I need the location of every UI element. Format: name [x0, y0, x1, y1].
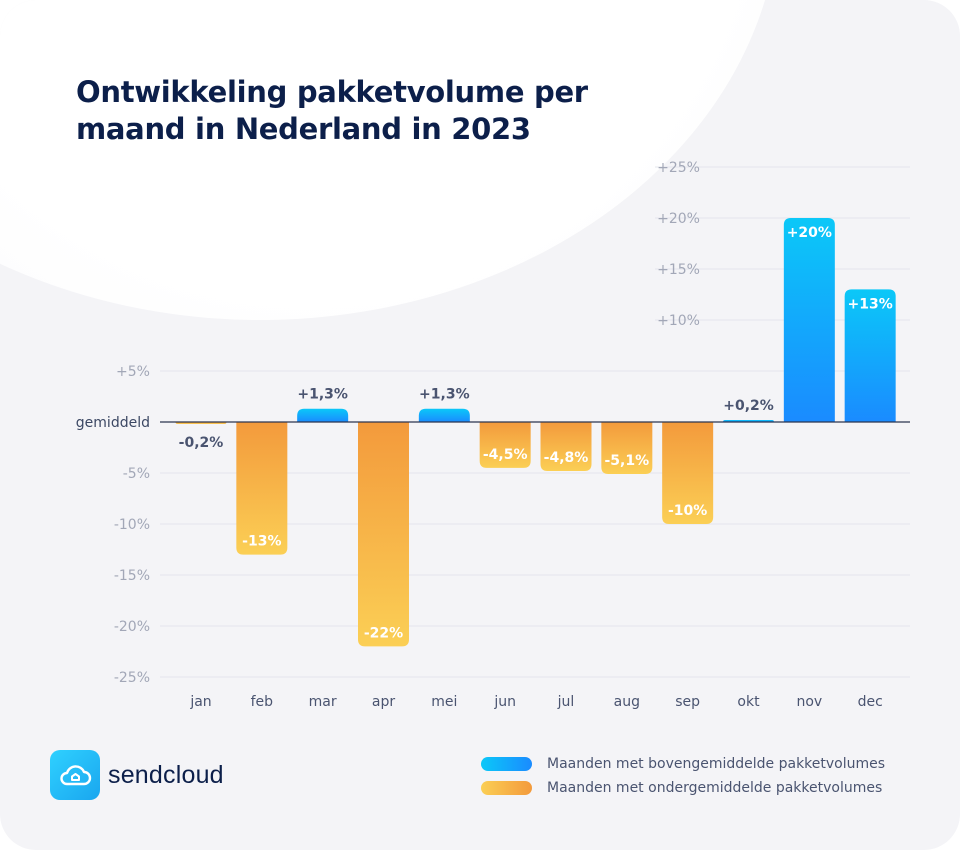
data-label-okt: +0,2% — [723, 398, 774, 414]
x-tick-label-aug: aug — [614, 694, 640, 710]
bar-nov — [783, 218, 835, 422]
x-tick-label-sep: sep — [675, 694, 700, 710]
bar-mei — [418, 408, 470, 422]
data-label-aug: -5,1% — [605, 453, 650, 469]
x-tick-label-apr: apr — [372, 694, 395, 710]
bars — [175, 218, 896, 647]
chart-title: Ontwikkeling pakketvolume per maand in N… — [76, 74, 588, 148]
data-label-nov: +20% — [787, 225, 832, 241]
y-tick-label: -15% — [114, 568, 150, 584]
y-tick-label: +10% — [657, 313, 700, 329]
data-label-mei: +1,3% — [419, 387, 470, 403]
bar-sep — [662, 422, 714, 524]
y-tick-label: +5% — [116, 364, 150, 380]
data-label-apr: -22% — [364, 625, 403, 641]
bar-feb — [236, 422, 288, 555]
bar-aug — [601, 422, 653, 475]
y-tick-label: -10% — [114, 517, 150, 533]
data-label-dec: +13% — [848, 296, 893, 312]
bar-jun — [479, 422, 531, 468]
x-tick-label-mei: mei — [431, 694, 457, 710]
data-labels: -0,2% -13% +1,3% -22% +1,3% -4,5% -4,8% -5,1% -1… — [160, 225, 910, 641]
legend-item-above: Maanden met bovengemiddelde pakketvolume… — [481, 753, 885, 775]
chart-title-line-1: Ontwikkeling pakketvolume per — [76, 75, 588, 109]
baseline-label: gemiddeld — [76, 415, 150, 431]
x-tick-label-dec: dec — [858, 694, 883, 710]
x-tick-label-feb: feb — [251, 694, 274, 710]
chart-title-line-2: maand in Nederland in 2023 — [76, 112, 531, 146]
data-label-mar: +1,3% — [297, 387, 348, 403]
legend-label-below: Maanden met ondergemiddelde pakketvolume… — [547, 780, 883, 796]
legend: Maanden met bovengemiddelde pakketvolume… — [481, 753, 885, 801]
logo-text: sendcloud — [108, 760, 224, 789]
legend-swatch-below — [481, 781, 532, 795]
cloud-icon — [50, 750, 100, 800]
y-axis: +25% +20% +15% +10% +5% gemiddeld -5% -10% -15% -… — [76, 160, 700, 686]
y-tick-label: +25% — [657, 160, 700, 176]
x-tick-label-nov: nov — [796, 694, 822, 710]
bar-jul — [540, 422, 592, 471]
x-tick-label-jun: jun — [493, 694, 516, 710]
legend-item-below: Maanden met ondergemiddelde pakketvolume… — [481, 777, 885, 799]
y-tick-label: +20% — [657, 211, 700, 227]
data-label-jan: -0,2% — [179, 435, 224, 451]
bar-apr — [358, 422, 409, 647]
x-tick-label-okt: okt — [737, 694, 760, 710]
bar-mar — [297, 408, 349, 422]
sendcloud-logo: sendcloud — [50, 750, 224, 800]
y-tick-label: -5% — [123, 466, 150, 482]
x-axis: jan feb mar apr mei jun jul aug sep okt nov dec — [189, 694, 882, 710]
x-tick-label-jul: jul — [557, 694, 575, 710]
data-label-jun: -4,5% — [483, 447, 528, 463]
x-tick-label-mar: mar — [309, 694, 337, 710]
y-tick-label: -25% — [114, 670, 150, 686]
legend-swatch-above — [481, 757, 532, 771]
data-label-sep: -10% — [668, 503, 707, 519]
x-tick-label-jan: jan — [189, 694, 211, 710]
data-label-jul: -4,8% — [544, 450, 589, 466]
y-tick-label: -20% — [114, 619, 150, 635]
y-tick-label: +15% — [657, 262, 700, 278]
data-label-feb: -13% — [242, 534, 281, 550]
bar-dec — [844, 289, 896, 422]
legend-label-above: Maanden met bovengemiddelde pakketvolume… — [547, 756, 886, 772]
